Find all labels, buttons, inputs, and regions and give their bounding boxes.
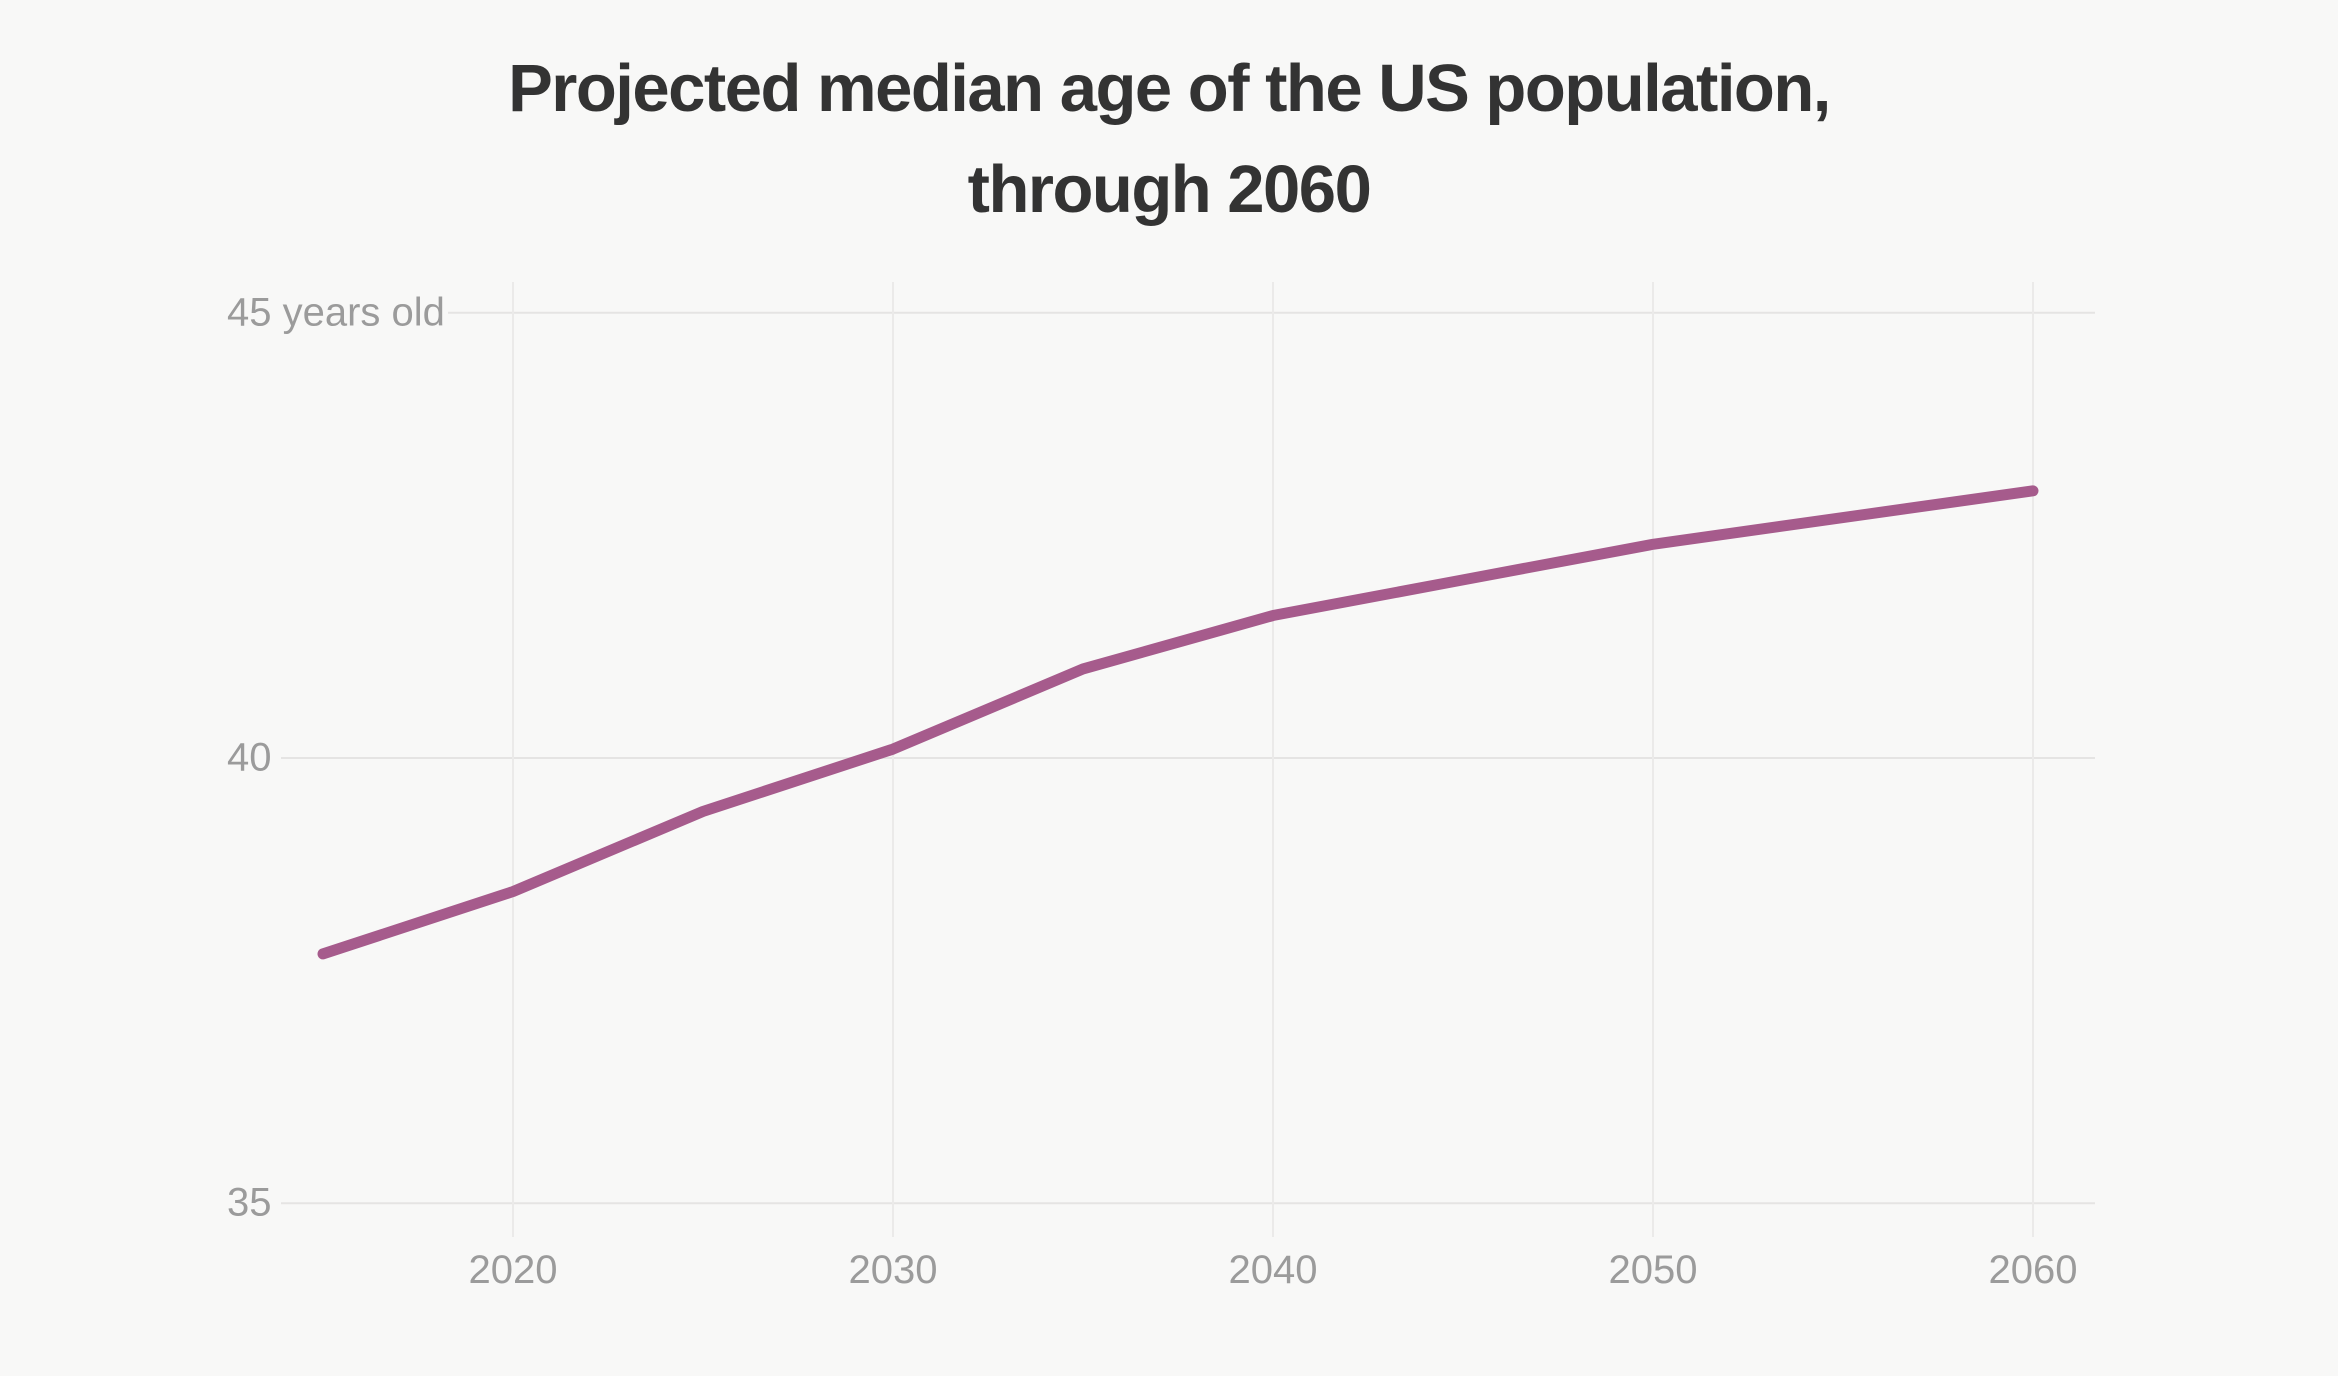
y-tick-label-40: 40 [227, 735, 272, 780]
x-tick-label-2020: 2020 [468, 1248, 558, 1292]
x-tick-label-2060: 2060 [1988, 1248, 2078, 1292]
x-tick-label-2030: 2030 [848, 1248, 938, 1292]
y-tick-label-35: 35 [227, 1180, 272, 1225]
chart-title: Projected median age of the US populatio… [0, 38, 2338, 240]
chart-title-line2: through 2060 [967, 152, 1372, 227]
x-tick-label-2050: 2050 [1608, 1248, 1698, 1292]
median-age-line-series [317, 485, 2039, 960]
y-tick-label-45: 45 years old [227, 290, 445, 335]
chart-title-line1: Projected median age of the US populatio… [508, 51, 1831, 126]
x-tick-label-2040: 2040 [1228, 1248, 1318, 1292]
